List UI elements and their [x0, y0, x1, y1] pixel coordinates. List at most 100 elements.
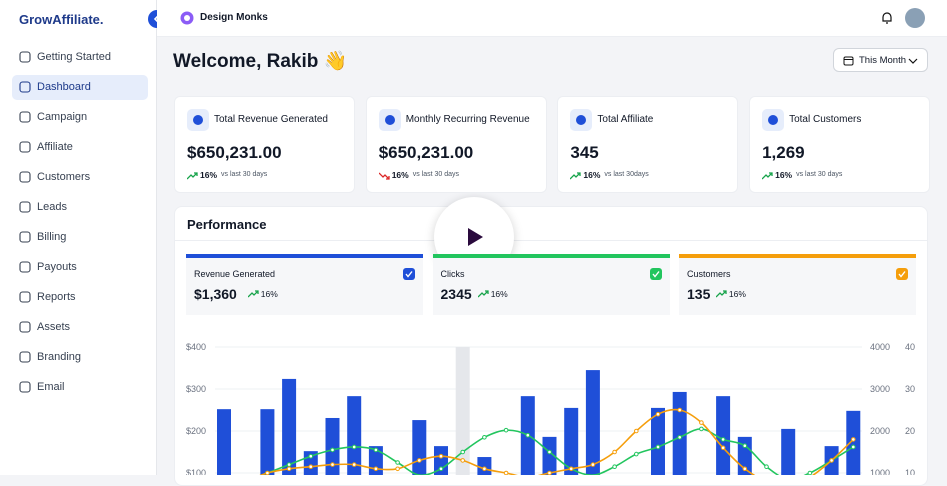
stat-glyph — [384, 115, 395, 125]
line-point — [547, 449, 552, 455]
nav-icon — [19, 111, 31, 123]
metric-change: 16% — [490, 289, 508, 299]
line-point — [677, 435, 683, 440]
check-icon — [651, 271, 660, 278]
line-point — [634, 428, 639, 434]
stat-title: Monthly Recurring Revenue — [405, 114, 530, 125]
line-point — [482, 435, 487, 440]
nav-item[interactable]: Leads — [12, 195, 148, 220]
line-point — [742, 443, 748, 448]
stat-change: 16% — [391, 170, 409, 180]
nav-item[interactable]: Assets — [12, 315, 148, 340]
nav-label: Dashboard — [37, 81, 91, 93]
nav-label: Campaign — [37, 111, 88, 123]
metric-change: 16% — [260, 289, 278, 299]
line-point — [395, 466, 400, 472]
nav-item[interactable]: Branding — [12, 345, 148, 370]
stat-note: vs last 30 days — [796, 171, 843, 178]
stat-change: 16% — [583, 170, 601, 180]
trend-icon — [378, 172, 390, 180]
line-point — [351, 462, 357, 467]
nav-icon — [19, 141, 31, 153]
avatar[interactable] — [905, 8, 925, 28]
y2-tick-label: 4000 — [870, 342, 890, 352]
dropdown-icon — [908, 58, 918, 64]
bar — [282, 378, 297, 475]
line-point — [612, 464, 617, 469]
nav-label: Assets — [37, 321, 71, 333]
stat-note: vs last 30 days — [221, 171, 268, 178]
line-point — [547, 470, 552, 475]
bar — [260, 409, 275, 475]
stat-title: Total Customers — [789, 114, 862, 125]
bell-icon[interactable] — [881, 11, 893, 25]
nav-item[interactable]: Customers — [12, 165, 148, 190]
bar — [347, 396, 362, 475]
metric-checkbox[interactable] — [649, 268, 662, 280]
bar — [477, 457, 492, 475]
stat-note: vs last 30 days — [412, 171, 459, 178]
line-point — [720, 437, 726, 442]
y3-tick-label: 10 — [905, 468, 915, 475]
nav-icon — [19, 201, 31, 213]
line-point — [655, 444, 661, 450]
nav-item[interactable]: Email — [12, 375, 148, 400]
stat-card: Total Revenue Generated $650,231.00 16% vs … — [174, 96, 355, 193]
nav-item[interactable]: Billing — [12, 225, 148, 250]
y-tick-label: $200 — [186, 426, 206, 436]
nav-icon — [19, 81, 31, 93]
line-point — [655, 411, 661, 417]
metric-card: Clicks 2345 16% — [432, 254, 670, 315]
y-tick-label: $100 — [186, 468, 206, 475]
nav-icon — [19, 231, 31, 243]
nav-item[interactable]: Getting Started — [12, 45, 148, 70]
workspace-name[interactable]: Design Monks — [200, 12, 268, 23]
line-point — [308, 453, 314, 459]
stat-title: Total Affiliate — [597, 114, 654, 125]
stat-card: Total Customers 1,269 16% vs last 30 days — [749, 96, 931, 193]
nav-item[interactable]: Campaign — [12, 105, 148, 130]
stat-glyph — [768, 115, 779, 125]
metric-checkbox[interactable] — [403, 268, 415, 280]
line-point — [612, 449, 617, 455]
line-point — [851, 444, 856, 450]
nav-item[interactable]: Reports — [12, 285, 148, 310]
line — [260, 428, 854, 475]
nav-item[interactable]: Affiliate — [12, 135, 148, 160]
line-point — [764, 464, 769, 469]
line-point — [373, 466, 379, 472]
line-point — [829, 458, 834, 463]
stat-glyph — [193, 115, 203, 125]
stat-icon — [378, 109, 401, 131]
metric-value: 135 — [687, 286, 711, 302]
line-point — [438, 453, 444, 459]
stat-change: 16% — [775, 170, 793, 180]
bar — [542, 436, 557, 475]
nav-item[interactable]: Payouts — [12, 255, 148, 280]
bar — [412, 420, 427, 475]
line-point — [417, 458, 422, 463]
line-point — [720, 445, 726, 451]
logo: GrowAffiliate. — [19, 12, 104, 27]
line-point — [438, 466, 444, 472]
line-point — [460, 458, 466, 463]
nav-label: Affiliate — [37, 141, 73, 153]
metric-checkbox[interactable] — [896, 268, 908, 280]
performance-chart: $400 $300 $200 $100 4000 3000 2000 1000 40 30 20 10 — [186, 342, 915, 475]
bar — [716, 396, 731, 475]
panel-title: Performance — [187, 217, 267, 232]
y3-tick-label: 40 — [905, 342, 915, 352]
check-icon — [898, 271, 906, 278]
nav-icon — [19, 171, 31, 183]
period-selector[interactable]: This Month — [833, 48, 928, 72]
nav-item[interactable]: Dashboard — [12, 75, 148, 100]
nav-icon — [19, 261, 31, 273]
check-icon — [405, 271, 413, 278]
line-point — [460, 449, 466, 455]
metric-value: $1,360 — [194, 286, 237, 302]
line-point — [395, 460, 400, 465]
nav-icon — [19, 351, 31, 363]
nav-label: Leads — [37, 201, 67, 213]
y2-tick-label: 2000 — [870, 426, 890, 436]
